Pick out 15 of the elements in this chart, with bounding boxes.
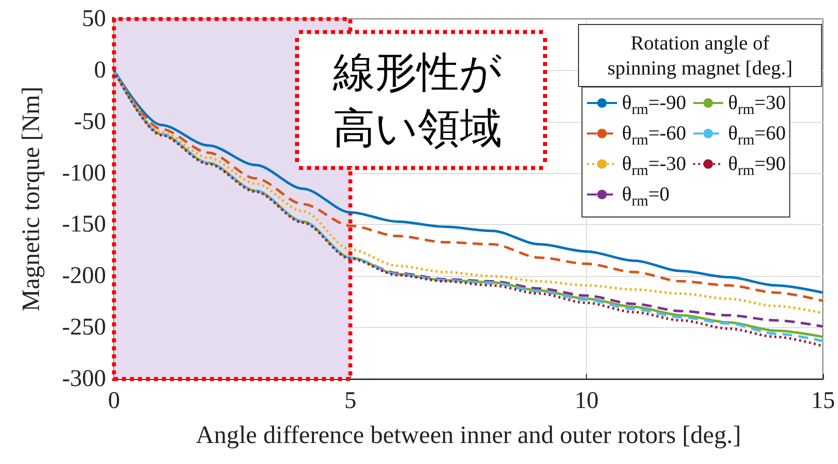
y-tick-label: -150 (62, 212, 106, 238)
y-tick-label: 0 (94, 57, 106, 84)
x-tick-label: 10 (574, 388, 599, 414)
y-tick-label: -300 (62, 366, 106, 392)
y-tick-label: 50 (82, 6, 106, 32)
annotation: 線形性が高い領域 (332, 48, 502, 152)
x-axis-title: Angle difference between inner and outer rotors [deg.] (196, 422, 742, 449)
y-tick-label: -50 (74, 108, 106, 135)
x-tick-label: 5 (344, 388, 356, 414)
y-axis-title: Magnetic torque [Nm] (18, 86, 45, 312)
legend-title: Rotation angle of spinning magnet [deg.] (608, 32, 792, 80)
y-tick-label: -200 (62, 263, 106, 290)
x-tick-label: 15 (811, 388, 835, 414)
y-tick-label: -100 (62, 160, 106, 186)
y-tick-label: -250 (62, 314, 106, 341)
